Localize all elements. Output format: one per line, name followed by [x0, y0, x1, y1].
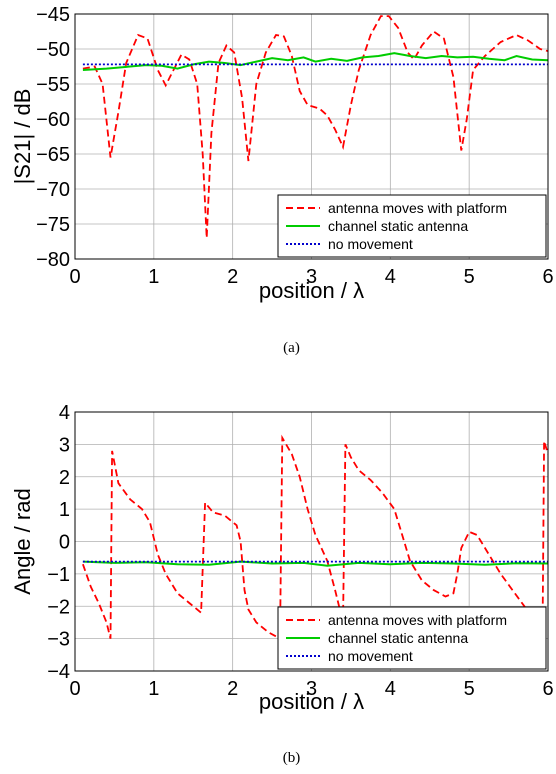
y-tick-label: −75	[36, 214, 70, 236]
x-tick-label: 3	[306, 266, 317, 288]
series-channel-static-antenna	[82, 560, 548, 567]
plot-frame	[74, 411, 549, 672]
y-axis-label: Angle / rad	[10, 488, 35, 594]
x-tick-label: 1	[148, 266, 159, 288]
x-tick-label: 3	[306, 678, 317, 700]
x-tick-label: 6	[542, 678, 553, 700]
legend: antenna moves with platform channel stati…	[277, 606, 547, 670]
y-tick-label: −80	[36, 249, 70, 271]
x-tick-label: 0	[69, 678, 80, 700]
x-axis-label: position / λ	[259, 689, 364, 714]
x-tick-label: 1	[148, 678, 159, 700]
y-tick-label: −3	[47, 629, 70, 651]
legend-label: antenna moves with platform	[328, 200, 507, 216]
x-tick-label: 4	[385, 678, 396, 700]
y-tick-label: −4	[47, 661, 70, 683]
chart-2: 0 1 2 3 4 5 6 4 3 2 1 0 −1 −2 −3 −4 antenna moves with p…	[10, 402, 554, 766]
y-tick-label: 0	[59, 532, 70, 554]
y-tick-label: 3	[59, 434, 70, 456]
y-tick-label: −1	[47, 564, 70, 586]
y-tick-label: −50	[36, 39, 70, 61]
legend-label: no movement	[328, 236, 413, 252]
subfigure-label: (a)	[283, 340, 300, 356]
legend-label: antenna moves with platform	[328, 612, 507, 628]
x-tick-label: 2	[227, 678, 238, 700]
y-tick-label: 4	[59, 402, 70, 424]
y-tick-label: −65	[36, 144, 70, 166]
x-tick-label: 5	[464, 266, 475, 288]
series-channel-static-antenna	[82, 52, 548, 71]
series-antenna-moves-with-platform	[82, 434, 548, 641]
y-tick-label: −70	[36, 179, 70, 201]
series-antenna-moves-with-platform	[82, 15, 548, 239]
y-tick-label: 1	[59, 499, 70, 521]
x-tick-label: 0	[69, 266, 80, 288]
subfigure-label: (b)	[283, 750, 301, 766]
x-axis-label: position / λ	[259, 278, 364, 303]
plot-frame	[74, 13, 549, 260]
y-tick-label: −60	[36, 109, 70, 131]
legend-label: no movement	[328, 648, 413, 664]
y-tick-label: 2	[59, 467, 70, 489]
x-tick-label: 6	[542, 266, 553, 288]
legend: antenna moves with platform channel stati…	[277, 194, 547, 258]
legend-label: channel static antenna	[328, 218, 468, 234]
y-axis-label: |S21| / dB	[10, 89, 35, 185]
x-tick-label: 2	[227, 266, 238, 288]
x-tick-label: 5	[464, 678, 475, 700]
legend-label: channel static antenna	[328, 630, 468, 646]
y-tick-label: −55	[36, 74, 70, 96]
y-tick-label: −45	[36, 4, 70, 26]
chart-1: 0 1 2 3 4 5 6 −45 −50 −55 −60 −65 −70 −75 −80 antenna m…	[10, 4, 554, 356]
y-tick-label: −2	[47, 596, 70, 618]
x-tick-label: 4	[385, 266, 396, 288]
